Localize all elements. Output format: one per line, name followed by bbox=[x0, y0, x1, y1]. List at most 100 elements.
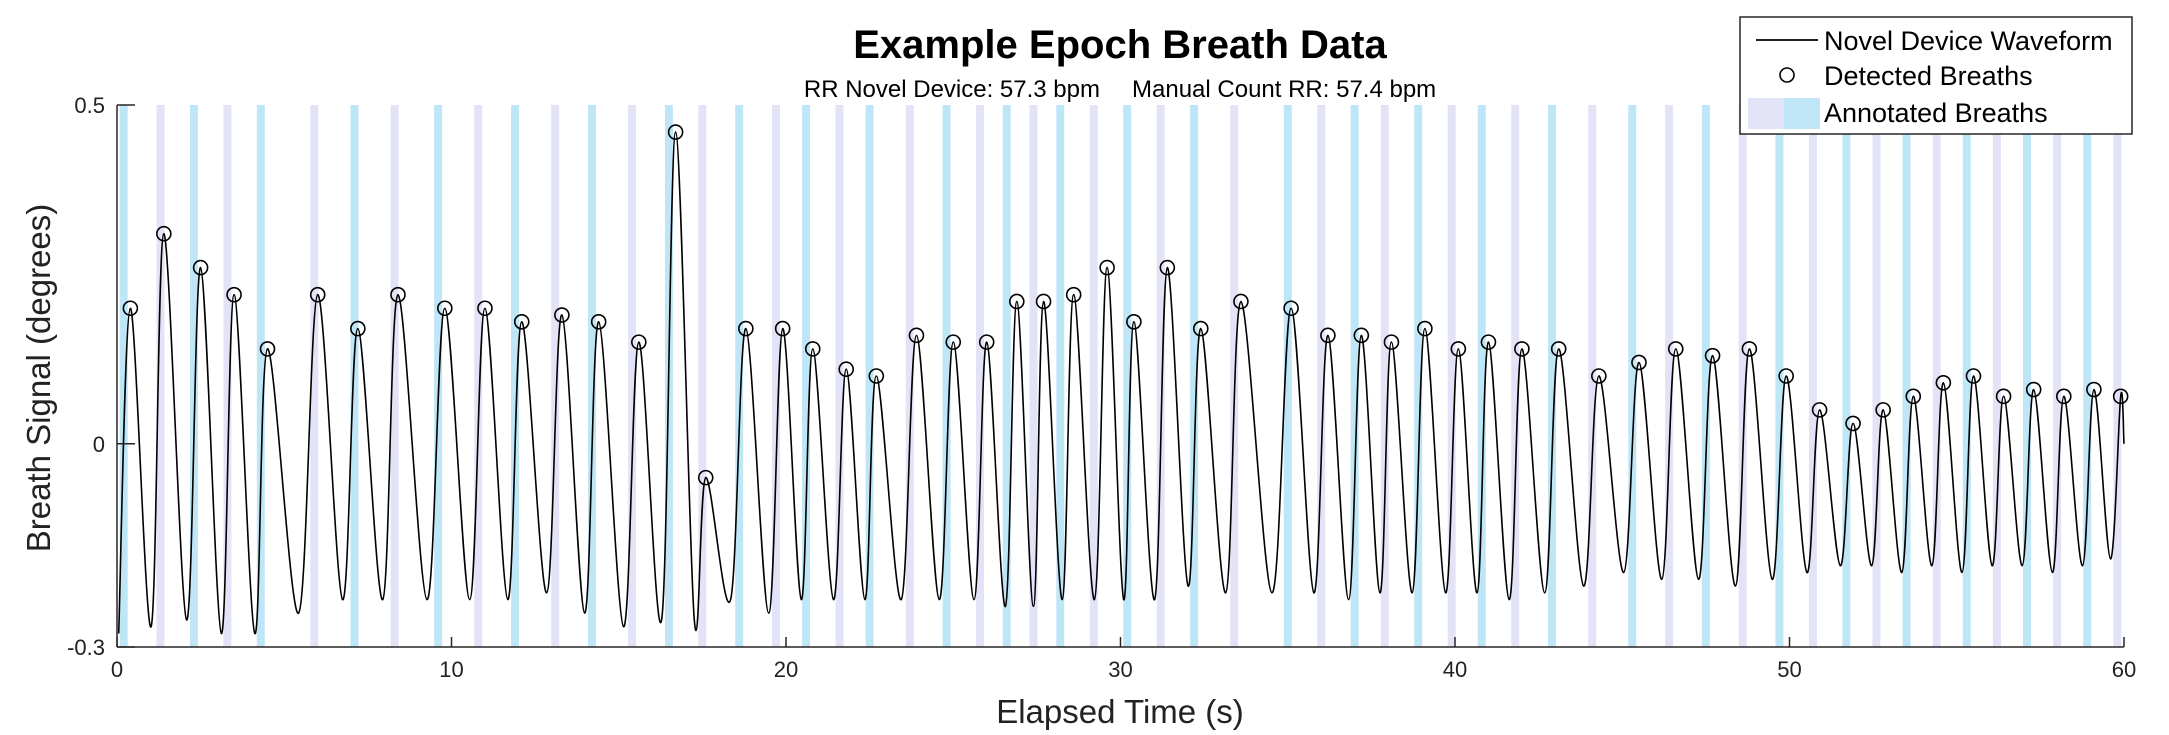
detected-breath-point bbox=[1667, 341, 1684, 357]
legend-patch-swatch-a bbox=[1784, 98, 1820, 129]
x-tick-label: 60 bbox=[2112, 657, 2136, 682]
detected-breath-point bbox=[350, 320, 366, 337]
detected-breath-point bbox=[590, 313, 607, 330]
annotated-breath-band bbox=[256, 105, 265, 647]
x-axis-label: Elapsed Time (s) bbox=[996, 693, 1244, 730]
annotated-breath-band bbox=[1701, 105, 1710, 647]
annotated-breath-band bbox=[511, 105, 520, 647]
detected-breath-point bbox=[1233, 293, 1249, 310]
detected-breath-point bbox=[513, 313, 530, 330]
detected-breath-point bbox=[192, 259, 209, 276]
annotated-breath-band bbox=[1872, 105, 1881, 647]
annotated-breath-band bbox=[1317, 105, 1326, 647]
detected-breath-point bbox=[1514, 341, 1530, 357]
annotated-breath-band bbox=[474, 105, 483, 647]
detected-breath-point bbox=[1875, 402, 1891, 418]
annotated-breath-band bbox=[551, 105, 560, 647]
detected-breath-point bbox=[738, 320, 754, 337]
detected-breath-point bbox=[1450, 341, 1467, 357]
detected-breath-point bbox=[554, 307, 570, 323]
legend-marker-swatch bbox=[1779, 67, 1795, 83]
annotated-breath-band bbox=[1002, 105, 1011, 647]
detected-breath-point bbox=[1320, 327, 1336, 344]
legend-label-detected: Detected Breaths bbox=[1824, 61, 2033, 91]
annotated-breath-band bbox=[735, 105, 744, 647]
annotated-breath-band bbox=[1477, 105, 1486, 647]
detected-breath-point bbox=[1283, 300, 1299, 317]
novel-device-waveform-line bbox=[117, 131, 2125, 635]
detected-breath-point bbox=[259, 341, 276, 357]
detected-breath-point bbox=[1480, 334, 1497, 350]
annotated-breath-band bbox=[223, 105, 232, 647]
detected-breath-point bbox=[477, 300, 493, 317]
detected-breath-point bbox=[804, 341, 821, 357]
detected-breath-point bbox=[1995, 388, 2012, 405]
annotated-breath-band bbox=[942, 105, 951, 647]
subtitle-manual-count-rr: Manual Count RR: 57.4 bpm bbox=[1132, 76, 1436, 103]
y-tick-label: -0.3 bbox=[67, 635, 105, 660]
annotated-breath-band bbox=[587, 105, 596, 647]
detected-breath-point bbox=[390, 286, 406, 303]
annotated-breath-band bbox=[2022, 105, 2031, 647]
detected-breath-point bbox=[1126, 313, 1142, 330]
annotated-breath-band bbox=[835, 105, 844, 647]
detected-breath-point bbox=[2112, 388, 2129, 405]
detected-breath-point bbox=[1741, 341, 1758, 357]
annotated-breath-band bbox=[1056, 105, 1065, 647]
annotated-breath-band bbox=[310, 105, 319, 647]
detected-breath-point bbox=[2025, 381, 2042, 398]
annotated-breath-band bbox=[1380, 105, 1389, 647]
detected-breath-point bbox=[1845, 415, 1861, 432]
annotated-breath-band bbox=[1842, 105, 1851, 647]
detected-breath-point bbox=[437, 300, 453, 317]
x-tick-label: 10 bbox=[439, 657, 463, 682]
annotated-breath-band bbox=[976, 105, 985, 647]
annotated-breath-band bbox=[1190, 105, 1199, 647]
detected-breath-point bbox=[1065, 286, 1082, 303]
annotated-breath-band bbox=[1350, 105, 1359, 647]
detected-breaths-markers bbox=[122, 124, 2129, 486]
legend: Novel Device Waveform Detected Breaths A… bbox=[1739, 16, 2133, 135]
annotated-breath-band bbox=[1932, 105, 1941, 647]
annotated-breath-band bbox=[2113, 105, 2122, 647]
detected-breath-point bbox=[1935, 374, 1952, 391]
annotated-breath-band bbox=[1029, 105, 1038, 647]
y-axis-label: Breath Signal (degrees) bbox=[20, 204, 57, 553]
detected-breath-point bbox=[1591, 368, 1607, 384]
x-tick-label: 40 bbox=[1443, 657, 1467, 682]
annotated-breath-band bbox=[1665, 105, 1674, 647]
detected-breath-point bbox=[1965, 368, 1982, 384]
detected-breath-point bbox=[978, 334, 995, 350]
detected-breath-point bbox=[1383, 334, 1400, 350]
annotated-breath-band bbox=[802, 105, 811, 647]
annotated-breath-band bbox=[1992, 105, 2001, 647]
annotated-breath-band bbox=[1156, 105, 1165, 647]
x-tick-label: 50 bbox=[1777, 657, 1801, 682]
detected-breath-point bbox=[1704, 347, 1721, 364]
detected-breath-point bbox=[667, 124, 684, 140]
annotated-breath-band bbox=[119, 105, 128, 647]
annotated-breath-band bbox=[771, 105, 780, 647]
x-ticks: 0 10 20 30 40 50 60 bbox=[111, 637, 2136, 682]
legend-patch-swatch-b bbox=[1748, 98, 1784, 129]
annotated-breath-band bbox=[434, 105, 443, 647]
waveform-layer bbox=[117, 131, 2125, 635]
chart-title: Example Epoch Breath Data bbox=[853, 23, 1387, 67]
detected-breath-point bbox=[908, 327, 925, 344]
x-tick-label: 30 bbox=[1108, 657, 1132, 682]
annotated-breath-band bbox=[2083, 105, 2092, 647]
annotated-breath-band bbox=[1902, 105, 1911, 647]
detected-breath-point bbox=[1550, 341, 1567, 357]
annotated-breath-band bbox=[1628, 105, 1637, 647]
y-tick-label: 0 bbox=[93, 432, 105, 457]
detected-breath-point bbox=[868, 368, 885, 384]
annotated-breath-band bbox=[1511, 105, 1520, 647]
detected-breath-point bbox=[1353, 327, 1370, 344]
detected-breath-point bbox=[309, 286, 326, 303]
detected-breath-point bbox=[1905, 388, 1922, 405]
annotated-breath-band bbox=[1548, 105, 1557, 647]
annotated-breath-band bbox=[189, 105, 198, 647]
annotated-breath-band bbox=[1447, 105, 1456, 647]
x-tick-label: 20 bbox=[774, 657, 798, 682]
